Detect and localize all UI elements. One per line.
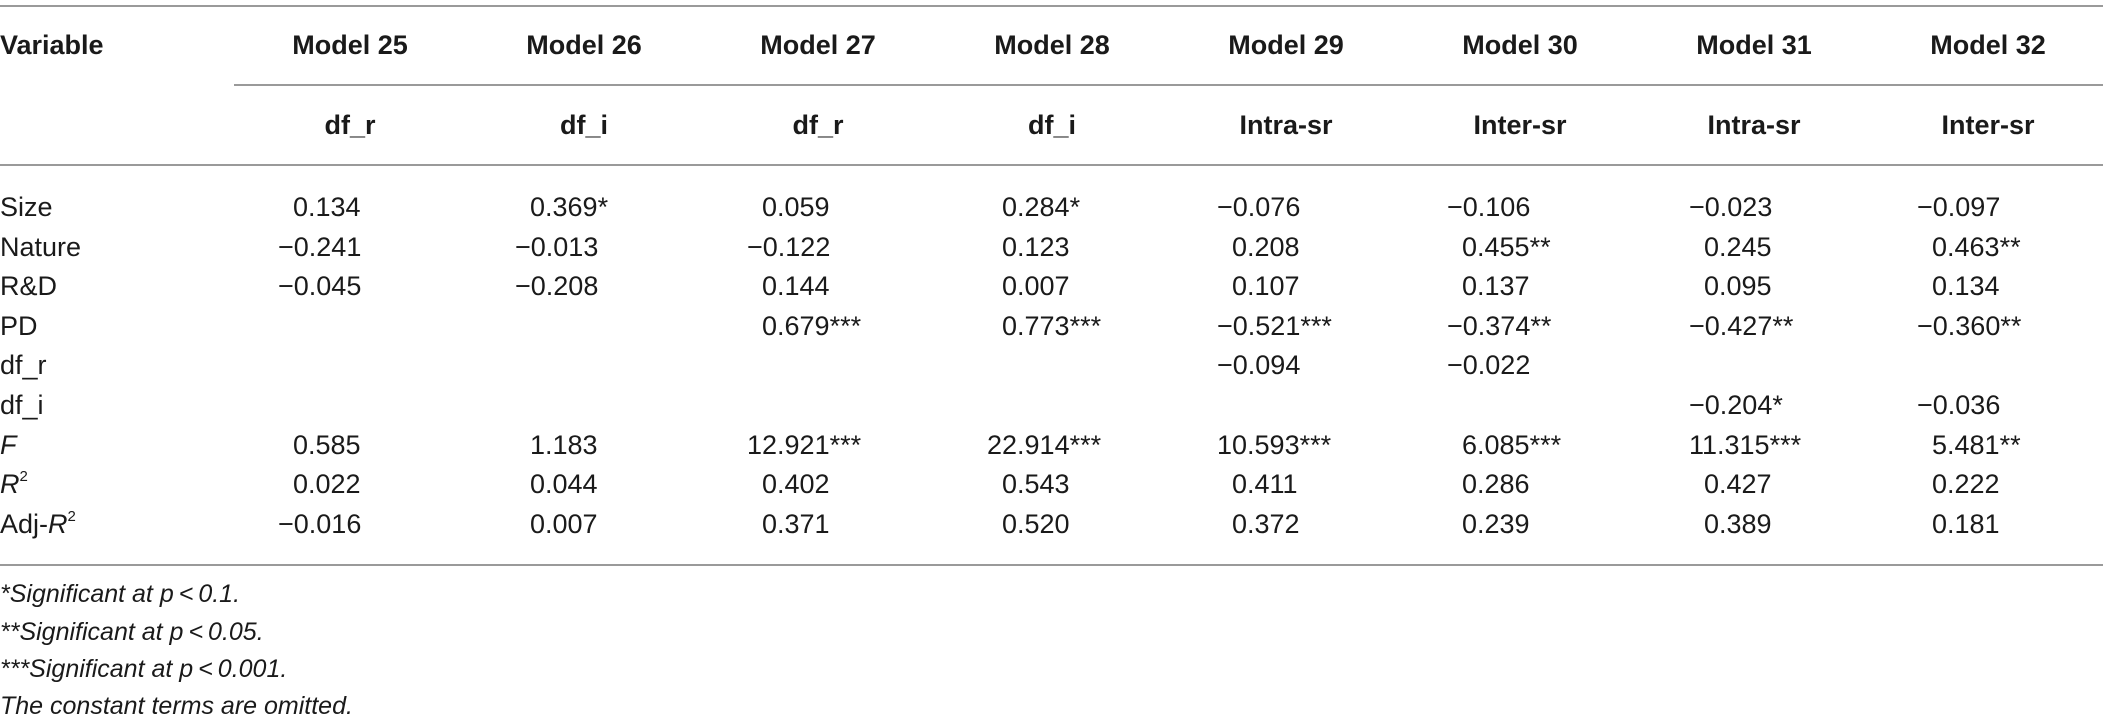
table-cell: 0.427 [1704, 469, 1772, 499]
table-cell: 0.389 [1704, 509, 1772, 539]
row-label-superscript: 2 [67, 508, 76, 525]
table-cell: −0.360** [1917, 311, 2022, 341]
row-label: F [0, 429, 17, 461]
table-cell: 0.181 [1932, 509, 2000, 539]
footnote-constant: The constant terms are omitted. [0, 692, 353, 720]
row-label-symbol: R [48, 509, 68, 539]
row-label: Nature [0, 232, 82, 262]
table-cell: 11.315*** [1689, 430, 1802, 460]
table-cell: 0.107 [1232, 271, 1300, 301]
table-cell: 0.059 [762, 192, 830, 222]
table-cell: 0.455** [1462, 232, 1551, 262]
dependent-header: Inter-sr [1473, 110, 1567, 140]
table-cell: −0.013 [515, 232, 599, 262]
model-header: Model 26 [526, 30, 642, 60]
table-cell: 0.520 [1002, 509, 1070, 539]
model-header: Model 25 [292, 30, 408, 60]
significance-note: *Significant at p < 0.1. [0, 580, 241, 608]
table-cell: 1.183 [530, 430, 598, 460]
dependent-header: df_r [792, 110, 844, 140]
table-cell: −0.016 [278, 509, 362, 539]
table-cell: 10.593*** [1217, 430, 1332, 460]
table-cell: 0.134 [1932, 271, 2000, 301]
table-cell: −0.427** [1689, 311, 1794, 341]
table-cell: 0.679*** [762, 311, 862, 341]
table-cell: −0.374** [1447, 311, 1552, 341]
model-header: Model 30 [1462, 30, 1578, 60]
table-cell: −0.036 [1917, 390, 2001, 420]
table-cell: 0.239 [1462, 509, 1530, 539]
header-bottom-rule [0, 164, 2103, 166]
table-cell: 0.044 [530, 469, 598, 499]
model-header: Model 28 [994, 30, 1110, 60]
table-cell: 0.095 [1704, 271, 1772, 301]
dependent-header: Intra-sr [1239, 110, 1333, 140]
row-label: PD [0, 311, 38, 341]
table-cell: −0.076 [1217, 192, 1301, 222]
table-cell: −0.204* [1689, 390, 1783, 420]
table-cell: 0.463** [1932, 232, 2021, 262]
dependent-header: Intra-sr [1707, 110, 1801, 140]
table-cell: 0.585 [293, 430, 361, 460]
table-cell: 0.144 [762, 271, 830, 301]
table-top-rule [0, 5, 2103, 7]
table-cell: 0.402 [762, 469, 830, 499]
table-cell: −0.094 [1217, 350, 1301, 380]
table-cell: 0.123 [1002, 232, 1070, 262]
table-cell: 0.411 [1232, 469, 1298, 499]
model-header: Model 32 [1930, 30, 2046, 60]
header-sub-rule [234, 84, 2103, 86]
model-header: Model 27 [760, 30, 876, 60]
table-cell: −0.022 [1447, 350, 1531, 380]
dependent-header: Inter-sr [1941, 110, 2035, 140]
table-cell: −0.045 [278, 271, 362, 301]
row-label: df_i [0, 390, 44, 420]
table-cell: 6.085*** [1462, 430, 1562, 460]
table-cell: 12.921*** [747, 430, 862, 460]
row-label-symbol: F [0, 430, 17, 460]
corner-label: Variable [0, 30, 104, 60]
table-cell: 0.208 [1232, 232, 1300, 262]
table-cell: 0.773*** [1002, 311, 1102, 341]
table-cell: 0.222 [1932, 469, 2000, 499]
row-label: R&D [0, 271, 58, 301]
row-label-superscript: 2 [19, 468, 28, 485]
table-cell: 0.372 [1232, 509, 1300, 539]
row-label: R2 [0, 468, 28, 500]
table-cell: 22.914*** [987, 430, 1102, 460]
dependent-header: df_i [1027, 110, 1077, 140]
table-cell: −0.023 [1689, 192, 1773, 222]
table-cell: −0.521*** [1217, 311, 1332, 341]
table-cell: −0.208 [515, 271, 599, 301]
table-cell: 0.286 [1462, 469, 1530, 499]
table-cell: 0.245 [1704, 232, 1772, 262]
row-label: df_r [0, 350, 47, 380]
model-header: Model 29 [1228, 30, 1344, 60]
table-cell: 0.543 [1002, 469, 1070, 499]
row-label-symbol: R [0, 469, 20, 499]
table-cell: 0.369* [530, 192, 609, 222]
significance-note: **Significant at p < 0.05. [0, 618, 264, 646]
table-cell: −0.106 [1447, 192, 1531, 222]
table-cell: 0.134 [293, 192, 361, 222]
dependent-header: df_i [559, 110, 609, 140]
table-cell: −0.241 [278, 232, 362, 262]
model-header: Model 31 [1696, 30, 1812, 60]
table-cell: 5.481** [1932, 430, 2021, 460]
table-bottom-rule [0, 564, 2103, 566]
table-cell: −0.122 [747, 232, 831, 262]
table-cell: −0.097 [1917, 192, 2001, 222]
row-label-prefix: Adj- [0, 509, 49, 539]
table-cell: 0.371 [762, 509, 830, 539]
dependent-header: df_r [324, 110, 376, 140]
row-label: Adj-R2 [0, 508, 76, 540]
significance-note: ***Significant at p < 0.001. [0, 655, 288, 683]
row-label: Size [0, 192, 53, 222]
table-cell: 0.284* [1002, 192, 1081, 222]
table-cell: 0.007 [1002, 271, 1070, 301]
table-cell: 0.022 [293, 469, 361, 499]
table-cell: 0.007 [530, 509, 598, 539]
table-cell: 0.137 [1462, 271, 1530, 301]
